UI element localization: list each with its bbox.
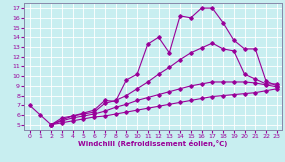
X-axis label: Windchill (Refroidissement éolien,°C): Windchill (Refroidissement éolien,°C) [78,140,228,147]
